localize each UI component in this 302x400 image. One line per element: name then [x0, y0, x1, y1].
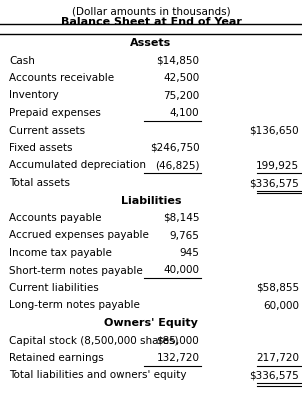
Text: Balance Sheet at End of Year: Balance Sheet at End of Year	[61, 17, 241, 27]
Text: $136,650: $136,650	[249, 126, 299, 136]
Text: Capital stock (8,500,000 shares): Capital stock (8,500,000 shares)	[9, 336, 178, 346]
Text: $58,855: $58,855	[256, 283, 299, 293]
Text: Long-term notes payable: Long-term notes payable	[9, 300, 140, 310]
Text: Accounts receivable: Accounts receivable	[9, 73, 114, 83]
Text: 75,200: 75,200	[163, 90, 199, 100]
Text: 4,100: 4,100	[170, 108, 199, 118]
Text: $336,575: $336,575	[249, 178, 299, 188]
Text: Owners' Equity: Owners' Equity	[104, 318, 198, 328]
Text: $85,000: $85,000	[156, 336, 199, 346]
Text: Income tax payable: Income tax payable	[9, 248, 112, 258]
Text: $8,145: $8,145	[163, 213, 199, 223]
Text: Total liabilities and owners' equity: Total liabilities and owners' equity	[9, 370, 187, 380]
Text: Accrued expenses payable: Accrued expenses payable	[9, 230, 149, 240]
Text: 40,000: 40,000	[163, 266, 199, 276]
Text: Liabilities: Liabilities	[121, 196, 181, 206]
Text: Prepaid expenses: Prepaid expenses	[9, 108, 101, 118]
Text: $14,850: $14,850	[156, 56, 199, 66]
Text: Accumulated depreciation: Accumulated depreciation	[9, 160, 146, 170]
Text: Inventory: Inventory	[9, 90, 59, 100]
Text: 132,720: 132,720	[156, 353, 199, 363]
Text: 217,720: 217,720	[256, 353, 299, 363]
Text: $246,750: $246,750	[150, 143, 199, 153]
Text: 199,925: 199,925	[256, 160, 299, 170]
Text: Cash: Cash	[9, 56, 35, 66]
Text: Assets: Assets	[130, 38, 172, 48]
Text: 945: 945	[179, 248, 199, 258]
Text: Current liabilities: Current liabilities	[9, 283, 99, 293]
Text: 60,000: 60,000	[263, 300, 299, 310]
Text: 9,765: 9,765	[169, 230, 199, 240]
Text: Accounts payable: Accounts payable	[9, 213, 101, 223]
Text: Retained earnings: Retained earnings	[9, 353, 104, 363]
Text: Fixed assets: Fixed assets	[9, 143, 72, 153]
Text: (46,825): (46,825)	[155, 160, 199, 170]
Text: 42,500: 42,500	[163, 73, 199, 83]
Text: Current assets: Current assets	[9, 126, 85, 136]
Text: $336,575: $336,575	[249, 370, 299, 380]
Text: Short-term notes payable: Short-term notes payable	[9, 266, 143, 276]
Text: Total assets: Total assets	[9, 178, 70, 188]
Text: (Dollar amounts in thousands): (Dollar amounts in thousands)	[72, 7, 230, 17]
